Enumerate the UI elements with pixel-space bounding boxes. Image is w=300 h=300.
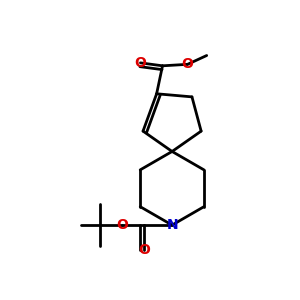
- Text: O: O: [116, 218, 128, 232]
- Text: O: O: [134, 56, 146, 70]
- Text: O: O: [182, 57, 194, 71]
- Text: O: O: [138, 243, 150, 257]
- Text: N: N: [166, 218, 178, 232]
